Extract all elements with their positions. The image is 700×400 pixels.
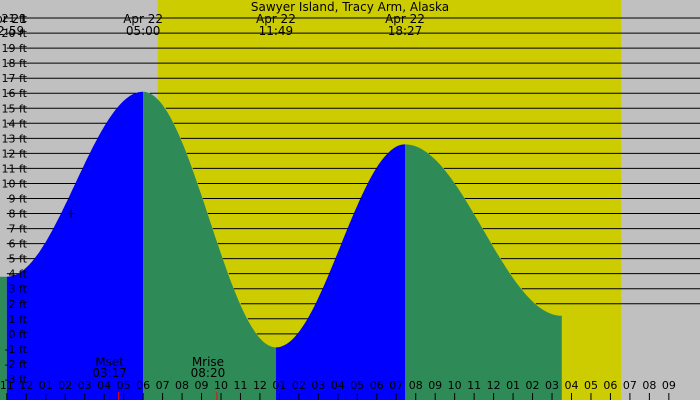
y-tick-label: 1 ft xyxy=(9,313,28,326)
y-tick-label: 5 ft xyxy=(9,253,28,266)
y-tick-label: 19 ft xyxy=(2,42,28,55)
y-tick-label: 14 ft xyxy=(2,117,28,130)
grid-lines xyxy=(6,17,700,335)
y-tick-label: 3 ft xyxy=(9,283,28,296)
y-tick-label: 13 ft xyxy=(2,132,28,145)
y-tick-label: 16 ft xyxy=(2,87,28,100)
x-tick-label: 04 xyxy=(331,379,345,392)
x-tick-label: 12 xyxy=(487,379,501,392)
y-tick-label: 10 ft xyxy=(2,177,28,190)
x-tick-label: 08 xyxy=(642,379,656,392)
y-tick-label: -2 ft xyxy=(5,358,28,371)
rising-tide-area xyxy=(6,91,144,400)
extreme-time-label: 05:00 xyxy=(126,24,161,38)
y-tick-label: 11 ft xyxy=(2,162,28,175)
falling-tide-area xyxy=(143,91,276,400)
x-tick-label: 07 xyxy=(623,379,637,392)
x-tick-label: 09 xyxy=(662,379,676,392)
x-tick-label: 06 xyxy=(136,379,150,392)
tide-areas xyxy=(0,91,562,400)
y-tick-label: 15 ft xyxy=(2,102,28,115)
falling-tide-area xyxy=(0,276,7,400)
y-tick-label: 21 ft xyxy=(2,12,28,25)
y-tick-label: -3 ft xyxy=(5,373,28,386)
x-tick-label: 12 xyxy=(19,379,33,392)
y-tick-label: 8 ft xyxy=(9,208,28,221)
y-tick-label: 17 ft xyxy=(2,72,28,85)
y-tick-label: -1 ft xyxy=(5,343,28,356)
moon-event-name: Mset xyxy=(95,355,124,369)
x-tick-label: 01 xyxy=(506,379,520,392)
falling-tide-area xyxy=(405,144,562,400)
x-tick-label: 11 xyxy=(0,379,14,392)
extreme-time-label: 22:59 xyxy=(0,24,24,38)
extreme-date-label: Apr 22 xyxy=(123,12,163,26)
x-tick-label: 10 xyxy=(214,379,228,392)
x-tick-label: 09 xyxy=(428,379,442,392)
x-tick-label: 03 xyxy=(545,379,559,392)
x-tick-label: 06 xyxy=(370,379,384,392)
y-tick-labels: 21 ft 20 ft 19 ft 18 ft 17 ft 16 ft 15 ft 14 ft… xyxy=(2,12,28,386)
x-tick-label: 02 xyxy=(526,379,540,392)
moon-event-time: 08:20 xyxy=(191,366,226,380)
moon-event-time: 03:17 xyxy=(92,366,127,380)
extreme-time-label: 18:27 xyxy=(388,24,423,38)
extreme-date-label: Apr 22 xyxy=(256,12,296,26)
x-tick-label: 04 xyxy=(97,379,111,392)
y-tick-label: 2 ft xyxy=(9,298,28,311)
x-tick-label: 09 xyxy=(195,379,209,392)
extreme-date-label: Apr 21 xyxy=(0,12,27,26)
plus-marker: + xyxy=(66,207,76,221)
extreme-date-label: Apr 22 xyxy=(385,12,425,26)
x-tick-label: 12 xyxy=(253,379,267,392)
x-tick-label: 02 xyxy=(292,379,306,392)
x-tick-label: 05 xyxy=(350,379,364,392)
x-tick-label: 01 xyxy=(39,379,53,392)
y-tick-label: 6 ft xyxy=(9,238,28,251)
x-tick-label: 02 xyxy=(58,379,72,392)
x-axis: 11 12 01 02 03 04 05 06 07 08 09 10 11 12 01 02 03 04 05 06… xyxy=(0,379,676,400)
x-tick-label: 07 xyxy=(389,379,403,392)
y-tick-label: 12 ft xyxy=(2,147,28,160)
x-tick-label: 03 xyxy=(311,379,325,392)
y-tick-label: 18 ft xyxy=(2,57,28,70)
y-tick-label: 7 ft xyxy=(9,223,28,236)
moon-event-name: Mrise xyxy=(192,355,224,369)
x-tick-label: 01 xyxy=(272,379,286,392)
x-tick-label: 11 xyxy=(467,379,481,392)
y-tick-label: 20 ft xyxy=(2,27,28,40)
y-tick-label: 4 ft xyxy=(9,268,28,281)
x-tick-label: 08 xyxy=(409,379,423,392)
x-tick-label: 03 xyxy=(78,379,92,392)
x-tick-label: 07 xyxy=(156,379,170,392)
x-tick-label: 06 xyxy=(603,379,617,392)
x-tick-label: 04 xyxy=(564,379,578,392)
x-tick-label: 08 xyxy=(175,379,189,392)
y-tick-label: 9 ft xyxy=(9,192,28,205)
y-tick-label: 0 ft xyxy=(9,328,28,341)
x-tick-label: 11 xyxy=(233,379,247,392)
x-tick-label: 05 xyxy=(584,379,598,392)
x-tick-label: 05 xyxy=(117,379,131,392)
chart-title: Sawyer Island, Tracy Arm, Alaska xyxy=(251,0,449,14)
extreme-time-label: 11:49 xyxy=(259,24,294,38)
x-tick-label: 10 xyxy=(448,379,462,392)
rising-tide-area xyxy=(275,144,405,400)
